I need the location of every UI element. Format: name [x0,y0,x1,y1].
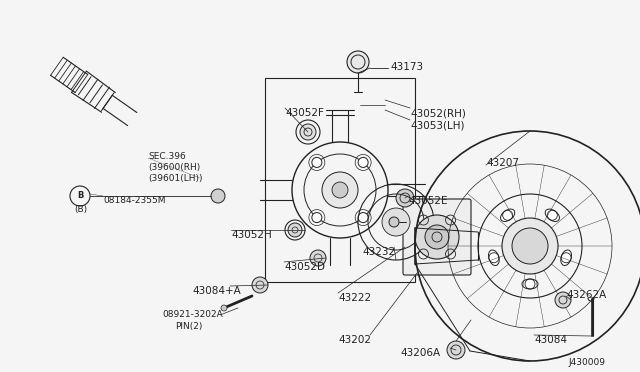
Circle shape [358,212,368,222]
Text: 43084: 43084 [534,335,567,345]
Text: 43173: 43173 [390,62,423,72]
FancyBboxPatch shape [403,199,471,275]
Ellipse shape [488,250,499,266]
Text: (39600(RH): (39600(RH) [148,163,200,172]
Circle shape [221,305,227,311]
Text: 43202: 43202 [338,335,371,345]
Text: PIN(2): PIN(2) [175,322,202,331]
Text: J430009: J430009 [568,358,605,367]
Circle shape [312,212,322,222]
Circle shape [310,250,326,266]
Text: 43232: 43232 [362,247,395,257]
Text: 08921-3202A: 08921-3202A [162,310,223,319]
Text: 43084+A: 43084+A [192,286,241,296]
Text: 43052D: 43052D [284,262,325,272]
Ellipse shape [545,209,559,221]
Circle shape [347,51,369,73]
Circle shape [322,172,358,208]
Circle shape [555,292,571,308]
Circle shape [300,124,316,140]
Circle shape [502,218,558,274]
Text: 43207: 43207 [486,158,519,168]
Text: 43052H: 43052H [231,230,272,240]
Text: SEC.396: SEC.396 [148,152,186,161]
Text: (B): (B) [74,205,87,214]
Circle shape [358,157,368,167]
Text: 43262A: 43262A [566,290,606,300]
Text: 43052E: 43052E [408,196,447,206]
Circle shape [252,277,268,293]
Ellipse shape [561,250,572,266]
Circle shape [382,208,410,236]
Circle shape [389,217,399,227]
Text: 43052F: 43052F [285,108,324,118]
Text: 43052(RH): 43052(RH) [410,108,466,118]
Text: 43222: 43222 [338,293,371,303]
Ellipse shape [500,209,515,221]
Circle shape [415,215,459,259]
Circle shape [396,189,414,207]
Text: 43053(LH): 43053(LH) [410,120,465,130]
Circle shape [447,341,465,359]
Text: (39601(LH)): (39601(LH)) [148,174,202,183]
Circle shape [288,223,302,237]
Circle shape [512,228,548,264]
Text: B: B [77,192,83,201]
Ellipse shape [522,279,538,289]
Text: 43206A: 43206A [400,348,440,358]
Circle shape [425,225,449,249]
Circle shape [312,157,322,167]
Text: 08184-2355M: 08184-2355M [103,196,166,205]
Circle shape [211,189,225,203]
Circle shape [332,182,348,198]
